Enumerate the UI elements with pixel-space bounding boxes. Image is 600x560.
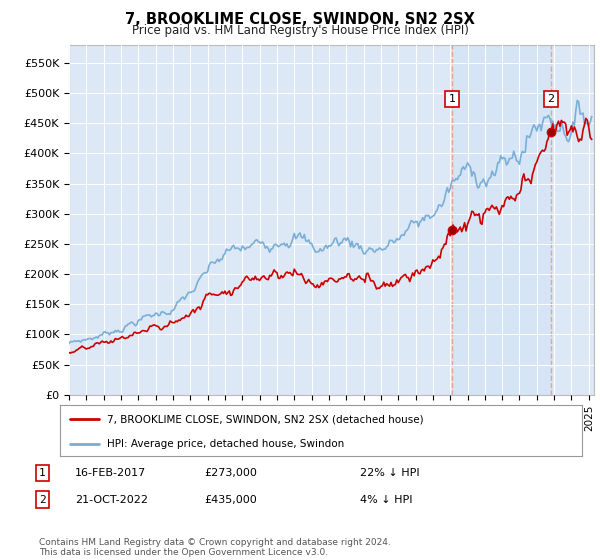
Text: HPI: Average price, detached house, Swindon: HPI: Average price, detached house, Swin… xyxy=(107,438,344,449)
Text: 21-OCT-2022: 21-OCT-2022 xyxy=(75,494,148,505)
Text: 7, BROOKLIME CLOSE, SWINDON, SN2 2SX: 7, BROOKLIME CLOSE, SWINDON, SN2 2SX xyxy=(125,12,475,27)
Text: 16-FEB-2017: 16-FEB-2017 xyxy=(75,468,146,478)
Text: 2: 2 xyxy=(39,494,46,505)
Text: 4% ↓ HPI: 4% ↓ HPI xyxy=(360,494,413,505)
Text: Contains HM Land Registry data © Crown copyright and database right 2024.
This d: Contains HM Land Registry data © Crown c… xyxy=(39,538,391,557)
Bar xyxy=(452,45,551,395)
Text: 2: 2 xyxy=(547,94,554,104)
Text: 22% ↓ HPI: 22% ↓ HPI xyxy=(360,468,419,478)
Text: £435,000: £435,000 xyxy=(204,494,257,505)
Text: 1: 1 xyxy=(39,468,46,478)
Text: £273,000: £273,000 xyxy=(204,468,257,478)
Text: 1: 1 xyxy=(449,94,456,104)
Text: 7, BROOKLIME CLOSE, SWINDON, SN2 2SX (detached house): 7, BROOKLIME CLOSE, SWINDON, SN2 2SX (de… xyxy=(107,414,424,424)
Text: Price paid vs. HM Land Registry's House Price Index (HPI): Price paid vs. HM Land Registry's House … xyxy=(131,24,469,36)
